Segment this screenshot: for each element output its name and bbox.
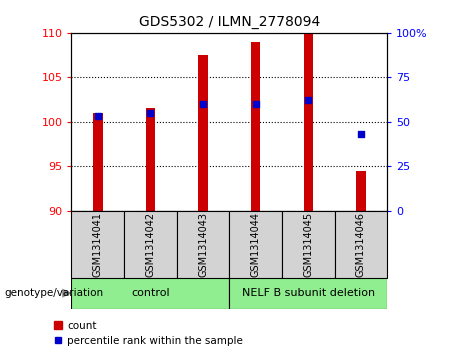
- Text: GSM1314043: GSM1314043: [198, 212, 208, 277]
- Text: GSM1314045: GSM1314045: [303, 212, 313, 277]
- Bar: [146, 108, 155, 211]
- Bar: [71, 211, 124, 278]
- Bar: [198, 55, 208, 211]
- Point: [94, 113, 101, 119]
- Text: GSM1314044: GSM1314044: [251, 212, 260, 277]
- Bar: [303, 33, 313, 211]
- Legend: count, percentile rank within the sample: count, percentile rank within the sample: [53, 321, 243, 346]
- Point: [357, 131, 365, 137]
- Polygon shape: [62, 289, 72, 298]
- Bar: [229, 211, 282, 278]
- Bar: [177, 211, 229, 278]
- Point: [199, 101, 207, 107]
- Bar: [251, 41, 260, 211]
- Text: GSM1314041: GSM1314041: [93, 212, 103, 277]
- Bar: [124, 211, 177, 278]
- Text: control: control: [131, 288, 170, 298]
- Text: NELF B subunit deletion: NELF B subunit deletion: [242, 288, 375, 298]
- Title: GDS5302 / ILMN_2778094: GDS5302 / ILMN_2778094: [139, 15, 320, 29]
- Bar: [356, 171, 366, 211]
- Point: [147, 110, 154, 115]
- Point: [252, 101, 260, 107]
- Point: [305, 97, 312, 103]
- Bar: [282, 211, 335, 278]
- Text: GSM1314046: GSM1314046: [356, 212, 366, 277]
- Text: GSM1314042: GSM1314042: [145, 212, 155, 277]
- Bar: [93, 113, 102, 211]
- Bar: [335, 211, 387, 278]
- Text: genotype/variation: genotype/variation: [5, 288, 104, 298]
- Bar: [71, 278, 229, 309]
- Bar: [229, 278, 387, 309]
